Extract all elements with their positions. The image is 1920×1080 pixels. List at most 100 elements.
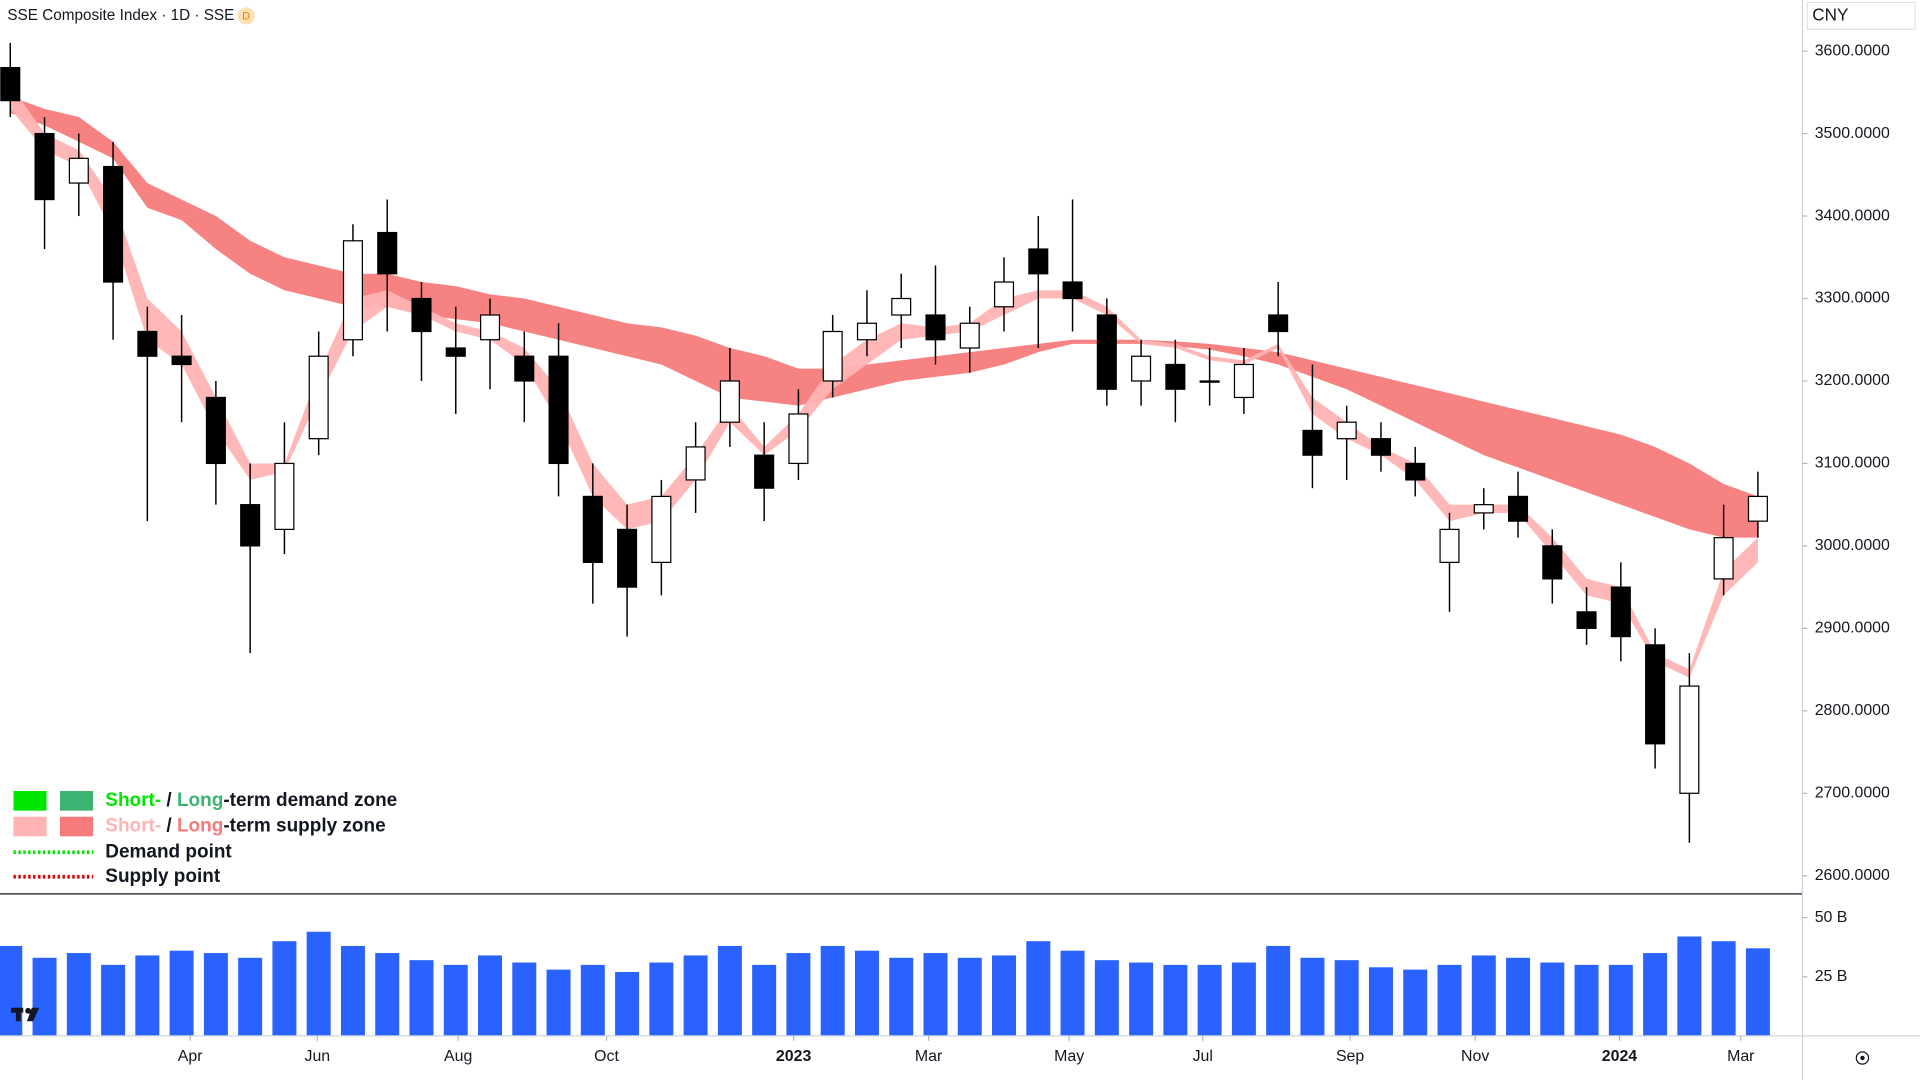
candle-body	[34, 132, 55, 201]
volume-bar	[1368, 967, 1393, 1036]
currency[interactable]: CNY	[1812, 4, 1849, 24]
candle-body	[617, 528, 638, 588]
legend-swatch	[13, 816, 47, 837]
x-tick-label: Sep	[1336, 1048, 1364, 1065]
x-tick-label: Mar	[915, 1048, 943, 1065]
volume-bar	[1300, 957, 1325, 1036]
volume-bar	[169, 950, 194, 1036]
legend-long: Long	[177, 816, 223, 837]
volume-bar	[443, 964, 468, 1036]
x-tick-label: Oct	[594, 1048, 619, 1065]
volume-bar	[409, 960, 434, 1036]
currency-box[interactable]	[1806, 1, 1916, 30]
volume-bar	[1403, 969, 1428, 1036]
y-tick-label: 3500.0000	[1815, 125, 1890, 142]
volume-bar	[375, 953, 400, 1036]
y-tick-label: 3200.0000	[1815, 372, 1890, 389]
volume-bar	[340, 945, 365, 1036]
volume-bar	[1506, 957, 1531, 1036]
candle-body	[651, 495, 672, 563]
volume-bar	[1711, 941, 1736, 1036]
volume-bar	[1026, 941, 1051, 1036]
volume-bar	[1163, 964, 1188, 1036]
legend-entry: Short- / Long-term supply zone	[105, 816, 385, 837]
candle-body	[377, 231, 398, 275]
volume-bar	[306, 931, 331, 1036]
x-tick-label: Nov	[1461, 1048, 1489, 1065]
candle-body	[205, 396, 226, 465]
volume-bar	[580, 964, 605, 1036]
volume-bar	[478, 955, 503, 1036]
x-tick-label: Aug	[444, 1048, 472, 1065]
volume-bar	[717, 945, 742, 1036]
legend-entry: Demand point	[105, 841, 232, 862]
x-tick-label: 2023	[776, 1048, 812, 1065]
volume-bar	[1334, 960, 1359, 1036]
legend-swatch	[60, 791, 94, 811]
x-tick-label: Apr	[178, 1048, 203, 1065]
volume-bar	[649, 962, 674, 1036]
y-tick-label: 3100.0000	[1815, 455, 1890, 472]
volume-bar	[889, 957, 914, 1036]
candle-body	[0, 67, 21, 102]
settings-icon-dot[interactable]	[1860, 1055, 1865, 1061]
legend-sep: /	[161, 816, 177, 837]
tv-logo	[11, 1007, 40, 1022]
volume-bar	[546, 969, 571, 1036]
volume-bar	[1745, 948, 1770, 1036]
settings-icon[interactable]	[1855, 1051, 1870, 1065]
candle-body	[1542, 545, 1563, 580]
x-tick-label: May	[1054, 1048, 1084, 1065]
volume-bar	[238, 957, 263, 1036]
candle-body	[1336, 421, 1357, 440]
candle-body	[1576, 611, 1597, 629]
legend-short: Short-	[105, 790, 161, 811]
interval-badge: D	[242, 10, 250, 22]
volume-bar	[683, 955, 708, 1036]
candle-body	[1713, 537, 1734, 580]
candle-body	[891, 297, 912, 316]
volume-bar	[820, 945, 845, 1036]
candle-body	[1302, 429, 1323, 456]
volume-bar	[203, 953, 228, 1036]
y-tick-label: 3600.0000	[1815, 42, 1890, 59]
legend-entry: Short- / Long-term demand zone	[105, 790, 397, 811]
volume-bar	[101, 964, 126, 1036]
volume-bar	[0, 945, 23, 1036]
volume-bar	[615, 972, 640, 1036]
volume-bar	[1574, 964, 1599, 1036]
candle-body	[1610, 586, 1631, 638]
candle-body	[103, 165, 124, 283]
candle-body	[582, 495, 603, 563]
candle-body	[1062, 281, 1083, 300]
candle-body	[68, 157, 89, 184]
volume-bar	[1643, 953, 1668, 1036]
candle-body	[1679, 685, 1700, 794]
candle-body	[856, 322, 877, 341]
candle-body	[411, 297, 432, 333]
candle-body	[1165, 363, 1186, 390]
volume-bar	[32, 957, 57, 1036]
candle-body	[1028, 248, 1049, 275]
volume-bar	[1266, 945, 1291, 1036]
candle-body	[788, 413, 809, 465]
y-tick-label: 3400.0000	[1815, 207, 1890, 224]
candle-body	[1405, 462, 1426, 481]
volume-bar	[272, 941, 297, 1036]
volume-bar	[1129, 962, 1154, 1036]
candle-body	[1747, 495, 1768, 522]
candles	[0, 42, 1768, 843]
candle-body	[1439, 528, 1460, 563]
legend-short: Short-	[105, 816, 161, 837]
candle-body	[925, 314, 946, 341]
candle-body	[754, 454, 775, 489]
x-tick-label: 2024	[1602, 1048, 1638, 1065]
legend-sep: /	[161, 790, 177, 811]
legend-rest: -term demand zone	[223, 790, 397, 811]
candle-body	[1268, 314, 1289, 333]
volume-bar	[992, 955, 1017, 1036]
x-tick-label: Jul	[1193, 1048, 1213, 1065]
legend-long: Long	[177, 790, 223, 811]
